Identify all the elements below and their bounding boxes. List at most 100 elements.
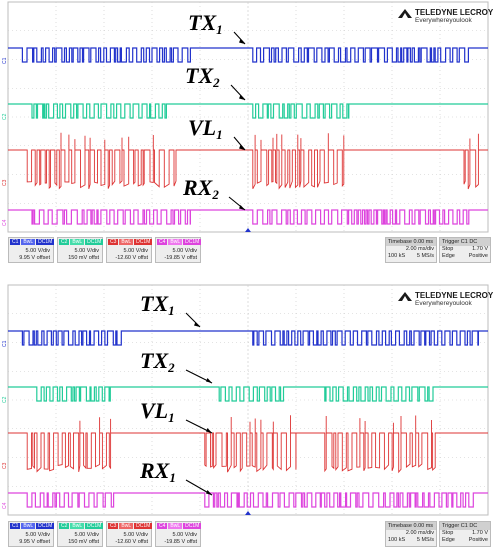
arrow-head-icon [239, 145, 245, 150]
channel-coupling: DC1M [134, 523, 153, 529]
trigger-slope: Positive [468, 537, 488, 543]
trace-c2 [8, 386, 488, 402]
trigger-channel: C1 [460, 523, 468, 529]
trigger-type: Edge [442, 537, 455, 543]
channel-box-c1[interactable]: C1 BwL DC1M 5.00 V/div 9.95 V offset [8, 521, 55, 547]
trigger-channel: C1 [460, 239, 468, 245]
brand-tagline: Everywhereyoulook [415, 17, 472, 24]
channel-marker: C4 [2, 502, 8, 509]
channel-marker: C3 [2, 462, 8, 469]
channel-id: C4 [157, 523, 168, 529]
channel-box-c4[interactable]: C4 BwL DC1M 5.00 V/div -19.85 V offst [155, 521, 202, 547]
signal-label-rx1: RX1 [139, 458, 176, 485]
trigger-coupling: DC [469, 239, 478, 245]
channel-box-c2[interactable]: C2 BwL DC1M 5.00 V/div 150 mV offst [57, 521, 104, 547]
trigger-label: Trigger [442, 239, 460, 245]
channel-offset: -19.85 V offst [164, 539, 197, 545]
signal-label-tx2: TX2 [185, 63, 220, 90]
channel-offset: 9.95 V offset [19, 539, 50, 545]
trigger-mode: Stop [442, 246, 454, 252]
trigger-label: Trigger [442, 523, 460, 529]
channel-tag: BwL [119, 523, 134, 529]
trace-c3 [8, 132, 488, 190]
channel-offset: 150 mV offst [68, 539, 99, 545]
signal-label-tx1: TX1 [188, 10, 223, 37]
arrow-head-icon [206, 428, 212, 433]
trigger-slope: Positive [468, 253, 488, 259]
graticule-grid [8, 285, 488, 515]
channel-offset: 9.95 V offset [19, 255, 50, 261]
trigger-position-marker [245, 228, 251, 232]
channel-coupling: DC1M [36, 523, 55, 529]
channel-vdiv: 5.00 V/div [172, 532, 197, 538]
channel-marker: C1 [2, 57, 8, 64]
channel-coupling: DC1M [183, 239, 202, 245]
channel-tag: BwL [168, 239, 183, 245]
trigger-box[interactable]: Trigger C1 DC Stop 1.70 V Edge Positive [439, 521, 491, 547]
channel-box-c3[interactable]: C3 BwL DC1M 5.00 V/div -12.60 V offst [106, 237, 153, 263]
trace-c2 [8, 103, 488, 119]
timebase-value: 0.00 ms [413, 239, 434, 245]
trigger-mode: Stop [442, 530, 454, 536]
signal-label-vl1: VL1 [140, 398, 175, 425]
channel-id: C3 [108, 239, 119, 245]
arrow-head-icon [206, 490, 212, 495]
brand-tagline: Everywhereyoulook [415, 300, 472, 307]
timebase-box[interactable]: Timebase 0.00 ms 2.00 ms/div 100 kS 5 MS/… [385, 237, 437, 263]
scope-display: C1 C2 C3 C4 TELEDYNE LECROYEverywhereyoulook… [2, 1, 494, 233]
timebase-div: 2.00 ms/div [405, 530, 434, 536]
timebase-box[interactable]: Timebase 0.00 ms 2.00 ms/div 100 kS 5 MS/… [385, 521, 437, 547]
arrow-head-icon [239, 205, 245, 210]
channel-coupling: DC1M [85, 239, 104, 245]
channel-marker: C2 [2, 113, 8, 120]
scope-panel-bottom: C1 C2 C3 C4 TELEDYNE LECROY Everywhereyoulook… [0, 283, 495, 550]
trigger-box[interactable]: Trigger C1 DC Stop 1.70 V Edge Positive [439, 237, 491, 263]
channel-offset: -12.60 V offst [115, 539, 148, 545]
trigger-level: 1.70 V [472, 246, 488, 252]
channel-offset: -12.60 V offst [115, 255, 148, 261]
trace-c4 [8, 492, 488, 508]
channel-coupling: DC1M [134, 239, 153, 245]
trigger-level: 1.70 V [472, 530, 488, 536]
signal-label-tx2: TX2 [140, 348, 175, 375]
trace-c1 [8, 47, 488, 63]
channel-tag: BwL [168, 523, 183, 529]
channel-box-c1[interactable]: C1 BwL DC1M 5.00 V/div 9.95 V offset [8, 237, 55, 263]
trigger-coupling: DC [469, 523, 478, 529]
channel-vdiv: 5.00 V/div [172, 248, 197, 254]
arrow-head-icon [206, 378, 212, 383]
channel-tag: BwL [21, 523, 36, 529]
channel-coupling: DC1M [36, 239, 55, 245]
channel-marker: C4 [2, 219, 8, 226]
channel-vdiv: 5.00 V/div [74, 248, 99, 254]
channel-vdiv: 5.00 V/div [123, 248, 148, 254]
channel-box-c2[interactable]: C2 BwL DC1M 5.00 V/div 150 mV offst [57, 237, 104, 263]
channel-marker: C2 [2, 396, 8, 403]
channel-box-c3[interactable]: C3 BwL DC1M 5.00 V/div -12.60 V offst [106, 521, 153, 547]
channel-box-c4[interactable]: C4 BwL DC1M 5.00 V/div -19.85 V offst [155, 237, 202, 263]
timebase-label: Timebase [388, 239, 412, 245]
trigger-type: Edge [442, 253, 455, 259]
channel-vdiv: 5.00 V/div [74, 532, 99, 538]
scope-panel-top: C1 C2 C3 C4 TELEDYNE LECROY Everywhereyoulook… [0, 0, 495, 265]
timebase-div: 2.00 ms/div [405, 246, 434, 252]
channel-coupling: DC1M [183, 523, 202, 529]
signal-label-rx2: RX2 [182, 175, 219, 202]
channel-tag: BwL [21, 239, 36, 245]
arrow-head-icon [239, 39, 245, 44]
timebase-value: 0.00 ms [413, 523, 434, 529]
timebase-rate: 5 MS/s [416, 253, 434, 259]
channel-tag: BwL [70, 523, 85, 529]
channel-id: C1 [10, 239, 21, 245]
channel-id: C1 [10, 523, 21, 529]
arrow-head-icon [194, 322, 200, 327]
signal-label-tx1: TX1 [140, 291, 175, 318]
channel-id: C2 [59, 523, 70, 529]
channel-tag: BwL [70, 239, 85, 245]
timebase-label: Timebase [388, 523, 412, 529]
channel-vdiv: 5.00 V/div [25, 248, 50, 254]
signal-arrow [233, 136, 246, 151]
timebase-rate: 5 MS/s [416, 537, 434, 543]
